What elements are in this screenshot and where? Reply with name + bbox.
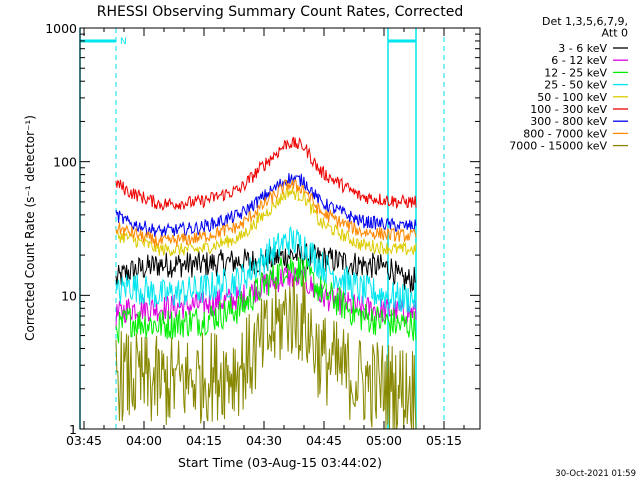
series-line-7 (115, 179, 417, 248)
footer-timestamp: 30-Oct-2021 01:59 (555, 469, 636, 479)
x-tick-label: 04:15 (186, 433, 222, 448)
legend-label-2: 12 - 25 keV (544, 66, 607, 79)
x-axis: 03:45 04:00 04:15 04:30 04:45 05:00 05:15 (66, 28, 465, 448)
x-tick-label: 03:45 (66, 433, 102, 448)
legend-label-1: 6 - 12 keV (551, 54, 607, 67)
orbit-annotations: N (79, 28, 445, 429)
legend-header-1: Att 0 (602, 27, 628, 40)
marker-label: N (120, 37, 127, 47)
series-line-2 (115, 256, 417, 344)
series-line-8 (115, 275, 417, 430)
series-line-3 (115, 225, 417, 314)
y-tick-label: 100 (53, 155, 77, 170)
data-series (115, 136, 417, 430)
y-tick-label: 1000 (45, 21, 77, 36)
y-tick-label: 10 (61, 288, 77, 303)
legend-label-5: 100 - 300 keV (530, 103, 607, 116)
x-tick-label: 05:00 (366, 433, 402, 448)
y-tick-label: 1 (69, 422, 77, 437)
legend-label-8: 7000 - 15000 keV (509, 140, 607, 153)
series-line-4 (115, 186, 417, 257)
x-tick-label: 04:45 (306, 433, 342, 448)
series-line-0 (115, 242, 417, 293)
plot-frame (79, 27, 481, 430)
x-tick-label: 04:30 (246, 433, 282, 448)
legend-label-7: 800 - 7000 keV (523, 127, 607, 140)
x-tick-label: 05:15 (426, 433, 462, 448)
y-axis-label: Corrected Count Rate (s⁻¹ detector⁻¹) (23, 115, 37, 341)
legend-label-6: 300 - 800 keV (530, 115, 607, 128)
legend-header-0: Det 1,3,5,6,7,9, (542, 15, 628, 28)
y-axis: 1 10 100 1000 (45, 21, 480, 437)
series-line-5 (115, 136, 417, 212)
series-line-1 (115, 265, 417, 328)
chart-title: RHESSI Observing Summary Count Rates, Co… (97, 4, 463, 20)
x-tick-label: 04:00 (126, 433, 162, 448)
legend-label-4: 50 - 100 keV (537, 91, 607, 104)
legend-label-0: 3 - 6 keV (558, 42, 607, 55)
legend-label-3: 25 - 50 keV (544, 79, 607, 92)
x-axis-label: Start Time (03-Aug-15 03:44:02) (178, 455, 382, 470)
